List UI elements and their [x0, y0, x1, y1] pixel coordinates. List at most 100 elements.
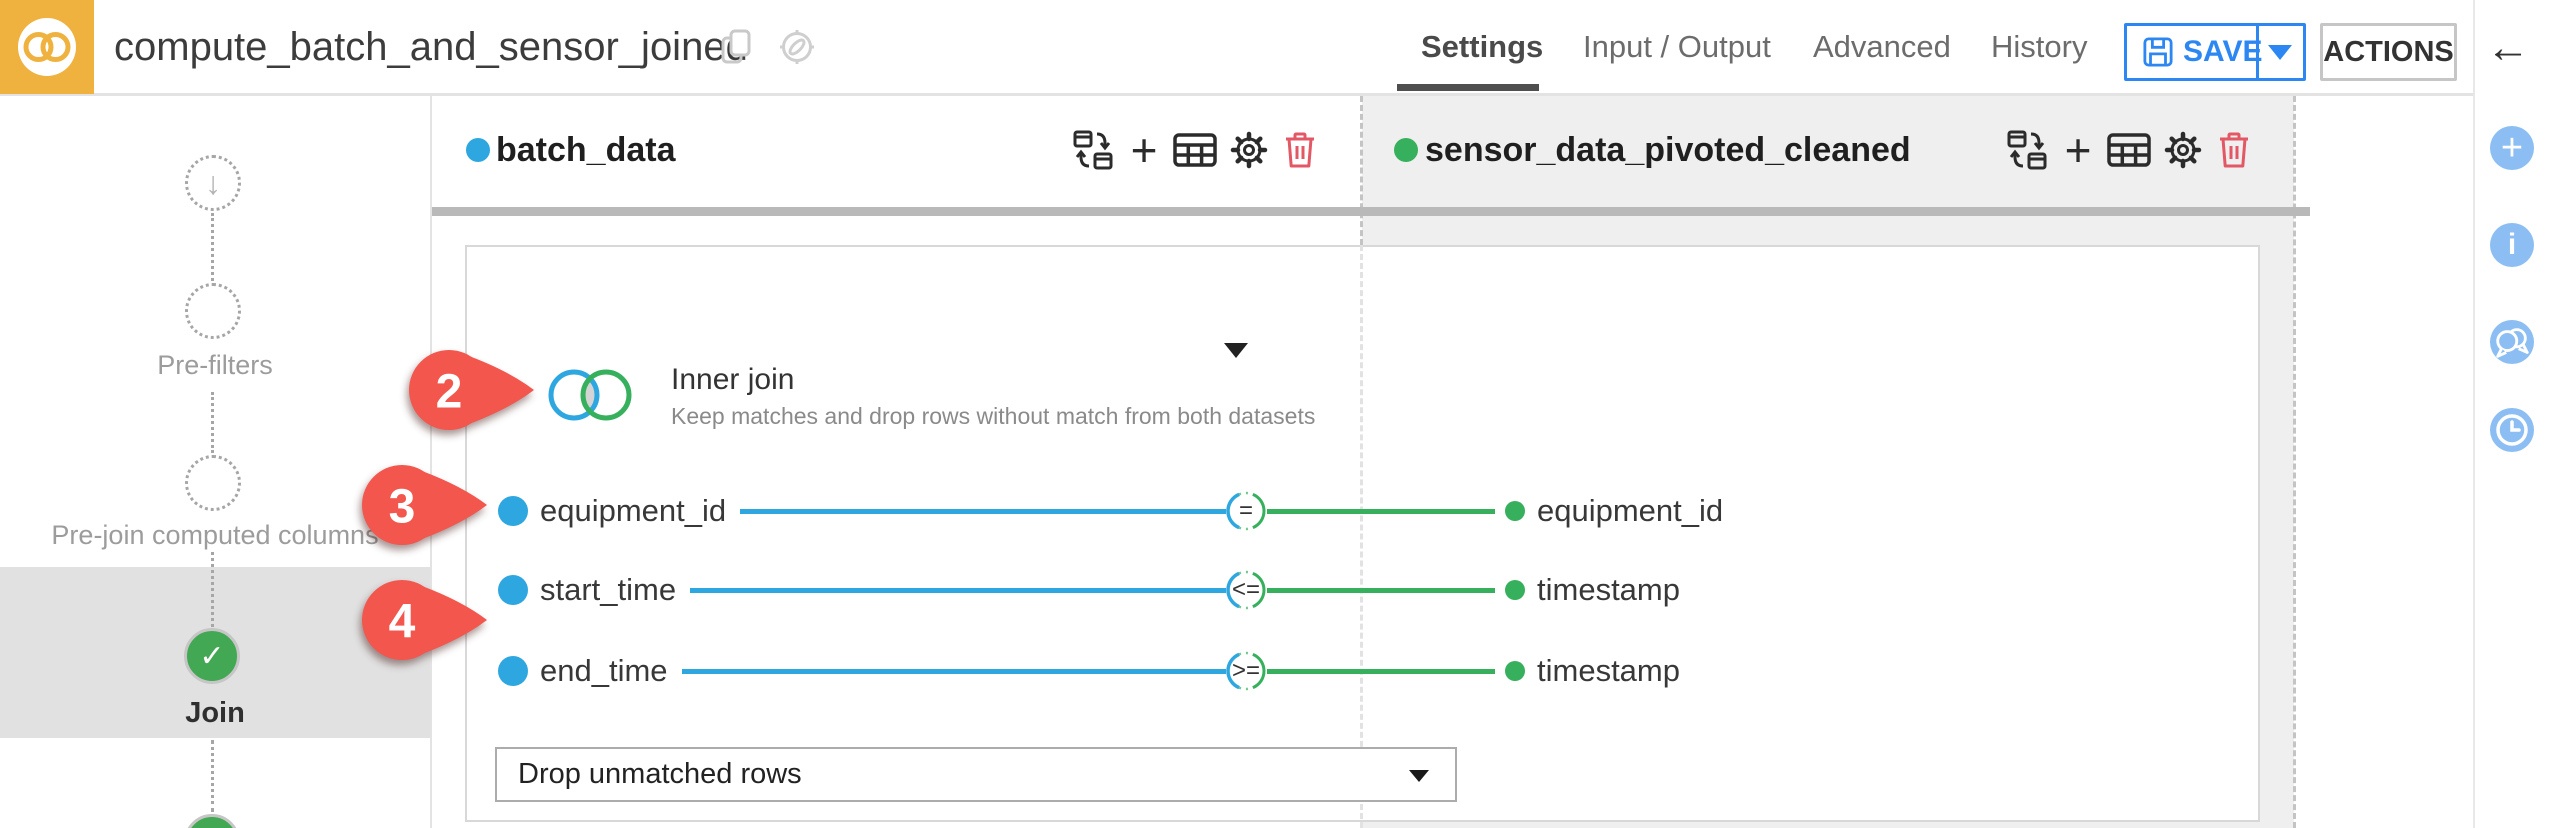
join-type-dropdown-caret[interactable]	[1224, 343, 1248, 358]
plus-icon: +	[2064, 124, 2092, 176]
tab-input-output[interactable]: Input / Output	[1583, 29, 1771, 64]
floppy-icon	[2143, 37, 2173, 67]
step-connector	[211, 213, 214, 281]
right-column-dot	[1505, 501, 1525, 521]
panel-dashed-divider	[1360, 245, 1363, 828]
step-join-label: Join	[185, 697, 245, 729]
page-title: compute_batch_and_sensor_joined	[114, 25, 748, 69]
plus-icon: +	[1130, 124, 1158, 176]
panel-dashed-divider	[2293, 96, 2296, 828]
remove-dataset-trash-icon[interactable]	[1278, 128, 1322, 172]
join-operator: >=	[1231, 657, 1261, 684]
right-column-dot	[1505, 580, 1525, 600]
copy-name-button[interactable]	[720, 28, 752, 71]
right-column-name: timestamp	[1537, 572, 1680, 607]
view-table-icon[interactable]	[1173, 128, 1217, 172]
join-operator-badge[interactable]: =	[1225, 490, 1267, 532]
join-condition-row[interactable]: start_time	[498, 568, 1226, 612]
join-operator: =	[1238, 497, 1253, 524]
right-dataset-color-dot	[1394, 138, 1418, 162]
join-condition-row[interactable]: timestamp	[1267, 568, 1887, 612]
step-prefilters-label: Pre-filters	[157, 350, 273, 380]
copy-icon	[721, 29, 751, 64]
save-button[interactable]: SAVE	[2124, 23, 2306, 81]
join-line-left	[740, 508, 1226, 514]
left-column-name: end_time	[540, 653, 668, 688]
annotation-number: 3	[389, 480, 416, 533]
step-prejoin-columns-label: Pre-join computed columns	[51, 520, 379, 550]
rail-add-button[interactable]: +	[2490, 126, 2534, 170]
active-tab-indicator	[1397, 84, 1539, 91]
join-type-description: Keep matches and drop rows without match…	[671, 403, 1316, 429]
annotation-arrow-4: 4	[359, 573, 493, 672]
join-line-left	[690, 587, 1226, 593]
clock-icon	[2496, 414, 2528, 446]
remove-dataset-trash-icon[interactable]	[2212, 128, 2256, 172]
left-dataset-name: batch_data	[496, 131, 676, 169]
swap-dataset-icon[interactable]	[1071, 128, 1115, 172]
join-line-left	[681, 668, 1226, 674]
step-connector	[211, 392, 214, 453]
check-icon: ✓	[199, 639, 225, 673]
left-column-dot	[498, 575, 528, 605]
step-connector	[211, 552, 214, 627]
step-prejoin-columns-node[interactable]	[185, 455, 241, 511]
left-column-name: equipment_id	[540, 493, 727, 528]
tab-advanced[interactable]: Advanced	[1813, 29, 1951, 64]
join-type-label[interactable]: Inner join	[671, 363, 795, 396]
add-join-icon[interactable]: +	[2056, 124, 2100, 176]
save-dropdown-caret[interactable]	[2268, 45, 2292, 60]
settings-gear-icon[interactable]	[2161, 128, 2205, 172]
join-operator-badge[interactable]: <=	[1225, 569, 1267, 611]
join-line-right	[1267, 508, 1495, 514]
unmatched-rows-selected-value: Drop unmatched rows	[518, 758, 802, 790]
view-table-icon[interactable]	[2107, 128, 2151, 172]
join-recipe-icon	[18, 18, 76, 76]
left-column-dot	[498, 496, 528, 526]
down-arrow-icon: ↓	[205, 164, 221, 201]
right-column-name: equipment_id	[1537, 493, 1724, 528]
check-icon: ✓	[199, 825, 224, 828]
left-column-dot	[498, 656, 528, 686]
step-prefilters-node[interactable]	[185, 283, 241, 339]
join-line-right	[1267, 587, 1495, 593]
panels-divider-bar	[432, 207, 2310, 216]
save-label: SAVE	[2183, 35, 2263, 68]
tab-settings[interactable]: Settings	[1421, 29, 1544, 64]
right-column-dot	[1505, 661, 1525, 681]
save-button-divider	[2256, 26, 2259, 78]
step-input-node[interactable]: ↓	[185, 155, 241, 211]
join-condition-row[interactable]: equipment_id	[1267, 489, 1887, 533]
chat-icon	[2496, 328, 2529, 358]
compass-icon	[779, 29, 815, 70]
join-condition-row[interactable]: equipment_id	[498, 489, 1226, 533]
swap-dataset-icon[interactable]	[2005, 128, 2049, 172]
join-condition-row[interactable]: end_time	[498, 649, 1226, 693]
unmatched-rows-select[interactable]: Drop unmatched rows	[495, 747, 1457, 802]
annotation-number: 2	[436, 365, 463, 418]
rail-info-button[interactable]: i	[2490, 223, 2534, 267]
join-condition-row[interactable]: timestamp	[1267, 649, 1887, 693]
left-column-name: start_time	[540, 572, 677, 607]
app-logo[interactable]	[0, 0, 94, 94]
inner-join-venn-icon	[547, 367, 633, 428]
step-join-node[interactable]: ✓	[184, 628, 240, 684]
actions-button[interactable]: ACTIONS	[2320, 23, 2457, 81]
left-dataset-color-dot	[466, 138, 490, 162]
add-join-icon[interactable]: +	[1122, 124, 1166, 176]
back-arrow-icon: ←	[2486, 23, 2530, 72]
info-icon: i	[2507, 228, 2517, 261]
right-dataset-name: sensor_data_pivoted_cleaned	[1425, 131, 1911, 169]
rail-history-button[interactable]	[2490, 408, 2534, 452]
join-operator-badge[interactable]: >=	[1225, 650, 1267, 692]
plus-icon: +	[2500, 127, 2524, 169]
step-connector	[211, 740, 214, 812]
settings-gear-icon[interactable]	[1227, 128, 1271, 172]
right-column-name: timestamp	[1537, 653, 1680, 688]
tab-history[interactable]: History	[1991, 29, 2088, 64]
annotation-arrow-2: 2	[406, 343, 540, 442]
join-operator: <=	[1231, 576, 1261, 603]
rail-discussions-button[interactable]	[2490, 320, 2534, 364]
collapse-panel-button[interactable]: ←	[2486, 22, 2530, 74]
